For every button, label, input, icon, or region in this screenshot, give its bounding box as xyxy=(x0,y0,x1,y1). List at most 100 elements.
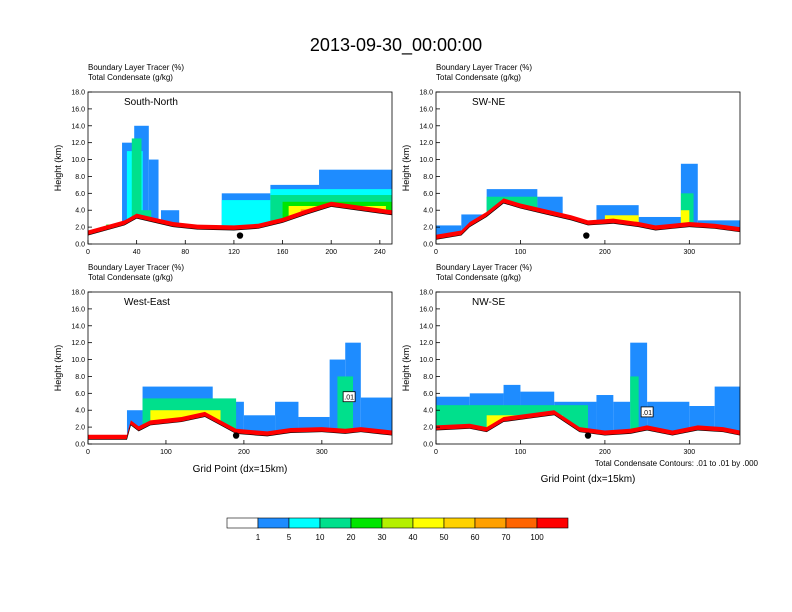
x-tick-label: 300 xyxy=(683,249,695,256)
colorbar-label: 20 xyxy=(347,533,356,542)
y-tick-label: 2.0 xyxy=(423,425,433,432)
page-title: 2013-09-30_00:00:00 xyxy=(310,35,482,56)
colorbar-swatch xyxy=(350,517,383,529)
y-tick-label: 4.0 xyxy=(75,408,85,415)
contour-label: .01 xyxy=(642,410,652,417)
x-tick-label: 40 xyxy=(133,249,141,256)
x-tick-label: 240 xyxy=(374,249,386,256)
panel-title-line1: Boundary Layer Tracer (%) xyxy=(436,263,532,272)
colorbar-swatch xyxy=(319,517,352,529)
terrain xyxy=(88,416,392,444)
tracer-band xyxy=(131,138,142,244)
tracer-band xyxy=(148,159,159,244)
x-tick-label: 160 xyxy=(277,249,289,256)
plot-area xyxy=(436,163,740,244)
location-marker xyxy=(236,232,244,239)
x-tick-label: 80 xyxy=(181,249,189,256)
y-tick-label: 10.0 xyxy=(419,357,433,364)
y-tick-label: 4.0 xyxy=(75,208,85,215)
colorbar-label: 70 xyxy=(502,533,511,542)
panel-title-line2: Total Condensate (g/kg) xyxy=(88,273,173,282)
plot-frame xyxy=(435,91,741,245)
plot-frame xyxy=(87,291,393,445)
cross-section-label: South-North xyxy=(124,97,178,108)
colorbar-label: 5 xyxy=(287,533,292,542)
y-tick-label: 18.0 xyxy=(71,90,85,97)
y-tick-label: 14.0 xyxy=(71,323,85,330)
panels: 0 40 80 120 160 200 240 0.0 2.0 4.0 6.0 8.0 10.0 12.0… xyxy=(53,63,741,485)
y-tick-label: 16.0 xyxy=(419,306,433,313)
y-tick-label: 8.0 xyxy=(423,174,433,181)
y-tick-label: 6.0 xyxy=(423,391,433,398)
tracer-band xyxy=(630,376,639,444)
x-tick-label: 120 xyxy=(228,249,240,256)
x-tick-label: 300 xyxy=(683,449,695,456)
colorbar-label: 10 xyxy=(316,533,325,542)
y-tick-label: 0.0 xyxy=(75,442,85,449)
location-marker xyxy=(232,432,240,439)
y-tick-label: 16.0 xyxy=(71,306,85,313)
colorbar-swatch xyxy=(443,517,476,529)
y-axis-label: Height (km) xyxy=(53,345,63,392)
colorbar-swatch xyxy=(536,517,569,529)
x-axis-label: Grid Point (dx=15km) xyxy=(541,474,636,485)
y-tick-label: 4.0 xyxy=(423,208,433,215)
y-tick-label: 2.0 xyxy=(423,225,433,232)
y-tick-label: 6.0 xyxy=(423,191,433,198)
y-tick-label: 0.0 xyxy=(423,442,433,449)
x-tick-label: 200 xyxy=(238,449,250,456)
colorbar-label: 60 xyxy=(471,533,480,542)
y-tick-label: 8.0 xyxy=(75,174,85,181)
contour-label-box xyxy=(342,391,356,403)
x-axis-label: Grid Point (dx=15km) xyxy=(193,464,288,475)
panel-3: .01 0 100 200 300 0.0 2.0 4.0 6.0 8.0 10.0 12.0 14.0… xyxy=(401,263,741,485)
panel-title-line1: Boundary Layer Tracer (%) xyxy=(436,63,532,72)
panel-0: 0 40 80 120 160 200 240 0.0 2.0 4.0 6.0 8.0 10.0 12.0… xyxy=(53,63,393,256)
cross-section-label: NW-SE xyxy=(472,297,505,308)
y-tick-label: 12.0 xyxy=(71,140,85,147)
panel-title-line1: Boundary Layer Tracer (%) xyxy=(88,263,184,272)
y-tick-label: 18.0 xyxy=(419,290,433,297)
contour-label: .01 xyxy=(344,395,354,402)
y-axis-label: Height (km) xyxy=(53,145,63,192)
colorbar-label: 40 xyxy=(409,533,418,542)
x-tick-label: 0 xyxy=(86,249,90,256)
plot-frame xyxy=(87,91,393,245)
colorbar-swatch xyxy=(474,517,507,529)
colorbar-swatch xyxy=(288,517,321,529)
panel-title-line2: Total Condensate (g/kg) xyxy=(436,73,521,82)
y-axis-label: Height (km) xyxy=(401,145,411,192)
x-tick-label: 200 xyxy=(599,449,611,456)
x-tick-label: 300 xyxy=(316,449,328,456)
y-tick-label: 10.0 xyxy=(71,157,85,164)
colorbar-label: 30 xyxy=(378,533,387,542)
y-tick-label: 0.0 xyxy=(75,242,85,249)
x-tick-label: 0 xyxy=(434,449,438,456)
y-tick-label: 14.0 xyxy=(71,123,85,130)
y-tick-label: 16.0 xyxy=(419,106,433,113)
y-tick-label: 10.0 xyxy=(71,357,85,364)
colorbar-swatch xyxy=(257,517,290,529)
terrain xyxy=(88,206,392,244)
y-tick-label: 10.0 xyxy=(419,157,433,164)
y-tick-label: 6.0 xyxy=(75,391,85,398)
y-tick-label: 8.0 xyxy=(423,374,433,381)
y-tick-label: 18.0 xyxy=(71,290,85,297)
x-tick-label: 100 xyxy=(515,449,527,456)
x-tick-label: 100 xyxy=(515,249,527,256)
colorbar: 1 5 10 20 30 40 50 60 70 100 xyxy=(226,517,569,542)
cross-section-label: West-East xyxy=(124,297,170,308)
y-tick-label: 12.0 xyxy=(419,140,433,147)
y-axis-label: Height (km) xyxy=(401,345,411,392)
terrain xyxy=(436,415,740,444)
colorbar-label: 1 xyxy=(256,533,261,542)
colorbar-label: 100 xyxy=(530,533,544,542)
contour-note: Total Condensate Contours: .01 to .01 by… xyxy=(595,459,759,468)
plot-area: .01 xyxy=(88,342,392,444)
terrain xyxy=(436,203,740,244)
y-tick-label: 8.0 xyxy=(75,374,85,381)
y-tick-label: 2.0 xyxy=(75,425,85,432)
cross-section-label: SW-NE xyxy=(472,97,505,108)
colorbar-swatch xyxy=(381,517,414,529)
